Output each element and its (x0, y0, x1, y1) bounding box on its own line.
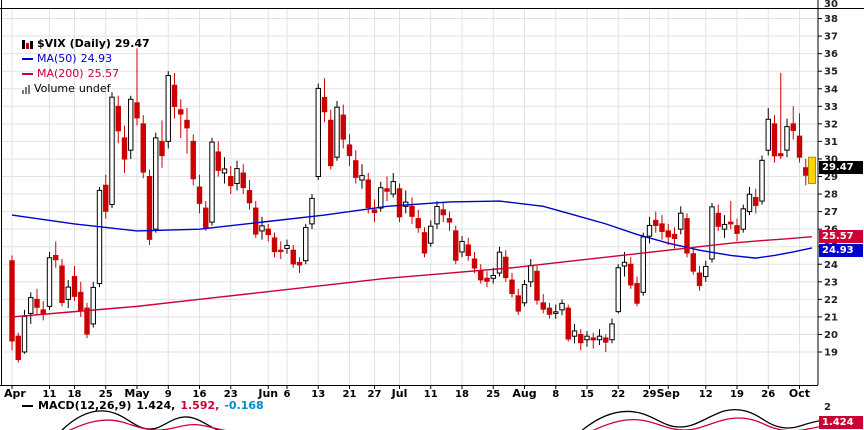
macd-hist-value: -0.168 (224, 399, 264, 412)
svg-text:21: 21 (343, 389, 357, 400)
svg-text:18: 18 (68, 389, 82, 400)
svg-text:25: 25 (486, 389, 500, 400)
svg-text:25: 25 (99, 389, 113, 400)
svg-text:19: 19 (824, 348, 838, 359)
symbol-value: 29.47 (114, 37, 150, 50)
price-box-ma200: 25.57 (819, 229, 863, 243)
svg-text:18: 18 (455, 389, 469, 400)
ma200-label: MA(200) (37, 67, 84, 80)
svg-text:33: 33 (824, 102, 838, 113)
svg-text:21: 21 (824, 312, 838, 323)
svg-text:27: 27 (824, 207, 838, 218)
price-box-last: 29.47 (819, 161, 863, 175)
svg-text:11: 11 (424, 389, 438, 400)
svg-text:13: 13 (311, 389, 325, 400)
svg-text:38: 38 (824, 14, 838, 25)
svg-text:29: 29 (643, 389, 657, 400)
svg-text:29: 29 (824, 172, 838, 183)
svg-text:34: 34 (824, 84, 838, 95)
chart-legend: $VIX (Daily) 29.47 MA(50) 24.93 MA(200) … (22, 36, 150, 96)
legend-ma200-row: MA(200) 25.57 (22, 66, 150, 81)
svg-text:9: 9 (165, 389, 172, 400)
svg-text:19: 19 (730, 389, 744, 400)
macd-value: 1.424, (136, 399, 176, 412)
svg-text:Sep: Sep (657, 387, 680, 400)
macd-label: MACD(12,26,9) (38, 399, 132, 412)
ma200-value: 25.57 (87, 67, 120, 80)
macd-signal-value: 1.592, (180, 399, 220, 412)
svg-text:Jul: Jul (391, 387, 408, 400)
macd-axis-label: 2 (824, 402, 831, 413)
svg-text:6: 6 (284, 389, 291, 400)
svg-text:8: 8 (552, 389, 559, 400)
volume-bars-icon (22, 84, 30, 94)
price-box-macd: 1.424 (819, 416, 863, 429)
svg-text:23: 23 (824, 277, 838, 288)
ma50-label: MA(50) (37, 52, 77, 65)
legend-volume-row: Volume undef (22, 81, 150, 96)
svg-text:15: 15 (580, 389, 594, 400)
svg-text:Aug: Aug (512, 387, 536, 400)
volume-label: Volume (34, 82, 75, 95)
legend-ma50-row: MA(50) 24.93 (22, 51, 150, 66)
svg-text:36: 36 (824, 49, 838, 60)
svg-text:20: 20 (824, 330, 838, 341)
svg-text:24: 24 (824, 260, 838, 271)
svg-text:May: May (124, 387, 149, 400)
upper-panel-axis-label: 30 (824, 0, 838, 10)
price-box-ma50: 24.93 (819, 243, 863, 257)
ma50-line-icon (22, 57, 33, 60)
svg-text:16: 16 (193, 389, 207, 400)
svg-text:Oct: Oct (789, 387, 810, 400)
macd-legend: MACD(12,26,9) 1.424, 1.592, -0.168 (22, 399, 264, 412)
svg-text:32: 32 (824, 119, 838, 130)
svg-text:Jun: Jun (257, 387, 278, 400)
svg-text:37: 37 (824, 32, 838, 43)
svg-text:27: 27 (368, 389, 382, 400)
candlestick-icon (22, 39, 33, 49)
svg-text:35: 35 (824, 67, 838, 78)
svg-text:26: 26 (761, 389, 775, 400)
symbol-label: $VIX (Daily) (37, 37, 111, 50)
svg-text:11: 11 (43, 389, 57, 400)
svg-text:30: 30 (824, 154, 838, 165)
svg-text:28: 28 (824, 190, 838, 201)
svg-text:Apr: Apr (4, 387, 26, 400)
volume-value: undef (78, 82, 111, 95)
macd-line-icon (22, 404, 33, 407)
svg-text:22: 22 (611, 389, 625, 400)
svg-text:31: 31 (824, 137, 838, 148)
legend-symbol-row: $VIX (Daily) 29.47 (22, 36, 150, 51)
ma200-line-icon (22, 72, 33, 75)
svg-text:22: 22 (824, 295, 838, 306)
ma50-value: 24.93 (80, 52, 113, 65)
svg-text:12: 12 (699, 389, 713, 400)
svg-text:23: 23 (224, 389, 238, 400)
